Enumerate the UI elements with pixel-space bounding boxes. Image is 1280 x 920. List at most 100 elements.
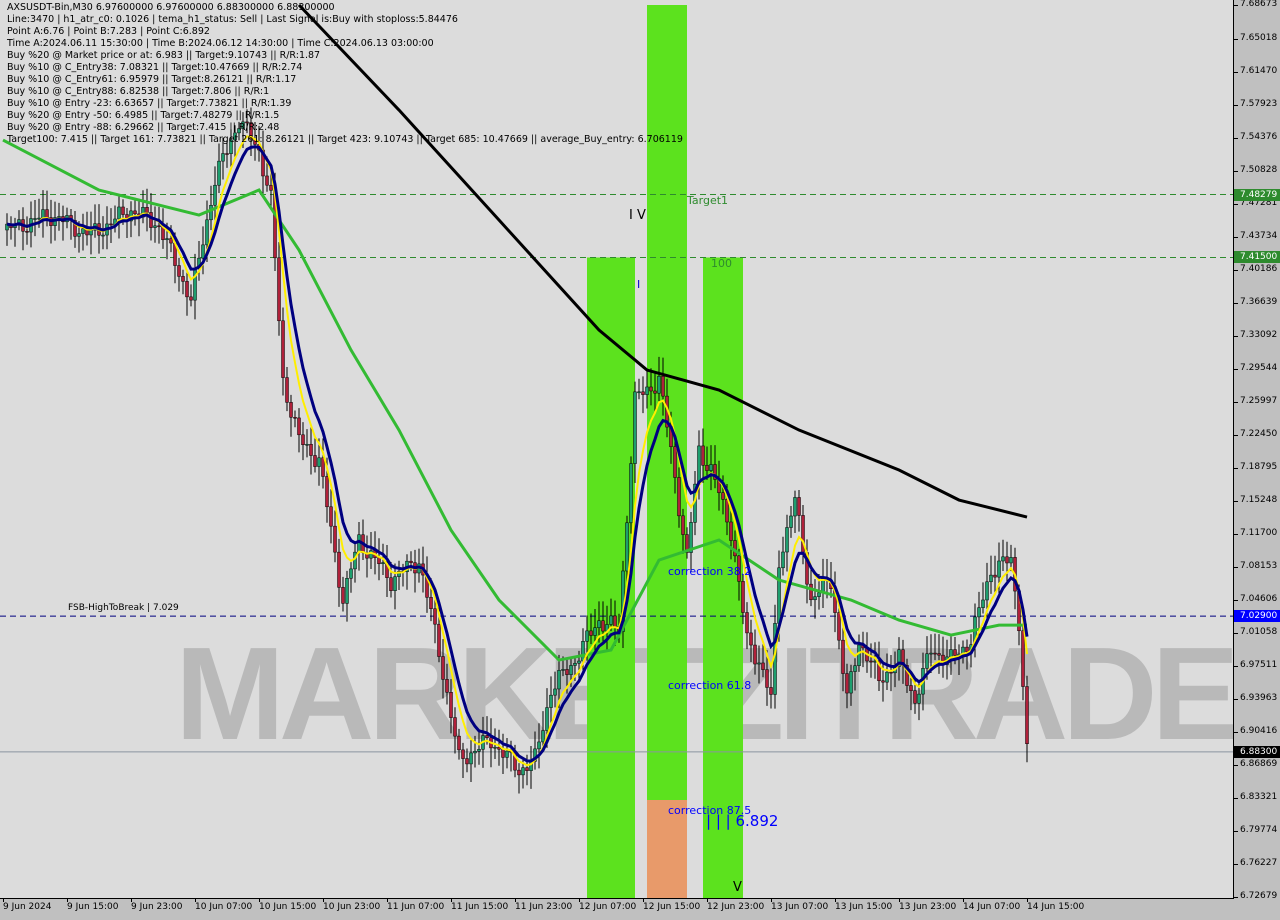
wave-i-label: I [637,278,641,291]
candle-body [593,627,597,636]
candle-body [189,296,193,301]
price-tick: 7.01058 [1233,627,1278,638]
candle-body [701,445,705,466]
time-tick: 12 Jun 23:00 [707,898,765,912]
price-axis[interactable]: 7.68673 7.65018 7.61470 7.57923 7.54376 7.508… [1233,0,1280,920]
fsb-high-to-break-label: FSB-HighToBreak | 7.029 [68,603,179,613]
candle-body [629,463,633,524]
candle-body [181,276,185,282]
candle-body [785,527,789,553]
candle-body [673,446,677,478]
price-tick: 7.15248 [1233,495,1278,506]
candle-body [201,244,205,259]
price-tick: 7.11700 [1233,528,1278,539]
price-tick: 7.54376 [1233,131,1278,142]
candle-body [121,206,125,215]
time-tick: 11 Jun 23:00 [515,898,573,912]
info-line: Point A:6.76 | Point B:7.283 | Point C:6… [7,26,210,37]
candle-body [857,644,861,666]
candle-body [749,632,753,646]
info-line: Buy %10 @ C_Entry38: 7.08321 || Target:1… [7,62,303,73]
price-tick: 7.29544 [1233,362,1278,373]
candle-body [645,386,649,395]
candle-body [205,219,209,246]
candle-body [469,752,473,765]
candle-body [41,209,45,219]
candle-body [913,690,917,704]
long-moving-average [297,3,1028,519]
candle-body [497,746,501,750]
price-tick: 6.79774 [1233,825,1278,836]
candle-body [741,581,745,613]
chart-plot-area[interactable]: MARKETZITRADE AXSUSDT-Bin,M30 6.97600000… [0,0,1234,899]
candle-body [229,139,233,154]
green-moving-average [2,138,1027,662]
candle-body [1001,556,1005,562]
candle-body [613,615,617,627]
candle-body [461,749,465,759]
candle-body [317,457,321,467]
candle-body [389,577,393,591]
fibo-zone [703,257,743,898]
candle-body [681,515,685,535]
candle-body [237,128,241,134]
candle-body [177,265,181,277]
wave-v-label: V [733,880,742,895]
candle-body [293,417,297,419]
candle-body [153,225,157,228]
info-line: Buy %10 @ C_Entry88: 6.82538 || Target:7… [7,86,270,97]
candle-body [909,685,913,691]
candle-body [653,390,657,394]
candle-body [453,717,457,737]
candle-body [845,673,849,694]
candle-body [73,220,77,237]
candle-body [797,497,801,516]
candle-body [557,670,561,690]
candle-body [637,391,641,394]
candle-body [757,662,761,665]
candle-body [109,223,113,226]
candle-body [169,238,173,244]
price-level-badge: 7.48279 [1234,188,1280,201]
candle-body [465,758,469,765]
price-tick: 7.50828 [1233,164,1278,175]
candle-body [937,653,941,656]
candle-body [89,229,93,236]
info-line: Target100: 7.415 || Target 161: 7.73821 … [7,134,683,145]
candle-body [209,205,213,221]
point-c-label: | | | 6.892 [706,812,779,830]
symbol-ohlc: AXSUSDT-Bin,M30 6.97600000 6.97600000 6.… [7,2,335,13]
candle-body [885,671,889,683]
candle-body [905,665,909,686]
price-tick: 7.65018 [1233,32,1278,43]
correction-zone [647,800,687,898]
candle-body [589,630,593,636]
candle-body [517,769,521,776]
candle-body [725,499,729,523]
time-tick: 13 Jun 15:00 [835,898,893,912]
candle-body [981,599,985,608]
candle-body [729,521,733,541]
candle-body [533,748,537,762]
candle-body [965,646,969,653]
candle-body [457,735,461,751]
price-tick: 7.22450 [1233,428,1278,439]
candle-body [677,477,681,517]
candle-body [721,492,725,500]
candle-body [985,581,989,601]
candle-body [333,525,337,553]
price-tick: 7.68673 [1233,0,1278,9]
price-tick: 7.18795 [1233,462,1278,473]
candle-body [473,750,477,754]
candle-body [157,225,161,228]
candle-body [245,121,249,124]
candle-body [541,730,545,743]
candle-body [77,233,81,237]
price-tick: 7.57923 [1233,98,1278,109]
price-tick: 7.36639 [1233,296,1278,307]
yellow-signal-line [6,135,1028,767]
candle-body [993,574,997,578]
price-tick: 6.93963 [1233,693,1278,704]
candle-body [325,476,329,508]
candle-body [697,445,701,485]
